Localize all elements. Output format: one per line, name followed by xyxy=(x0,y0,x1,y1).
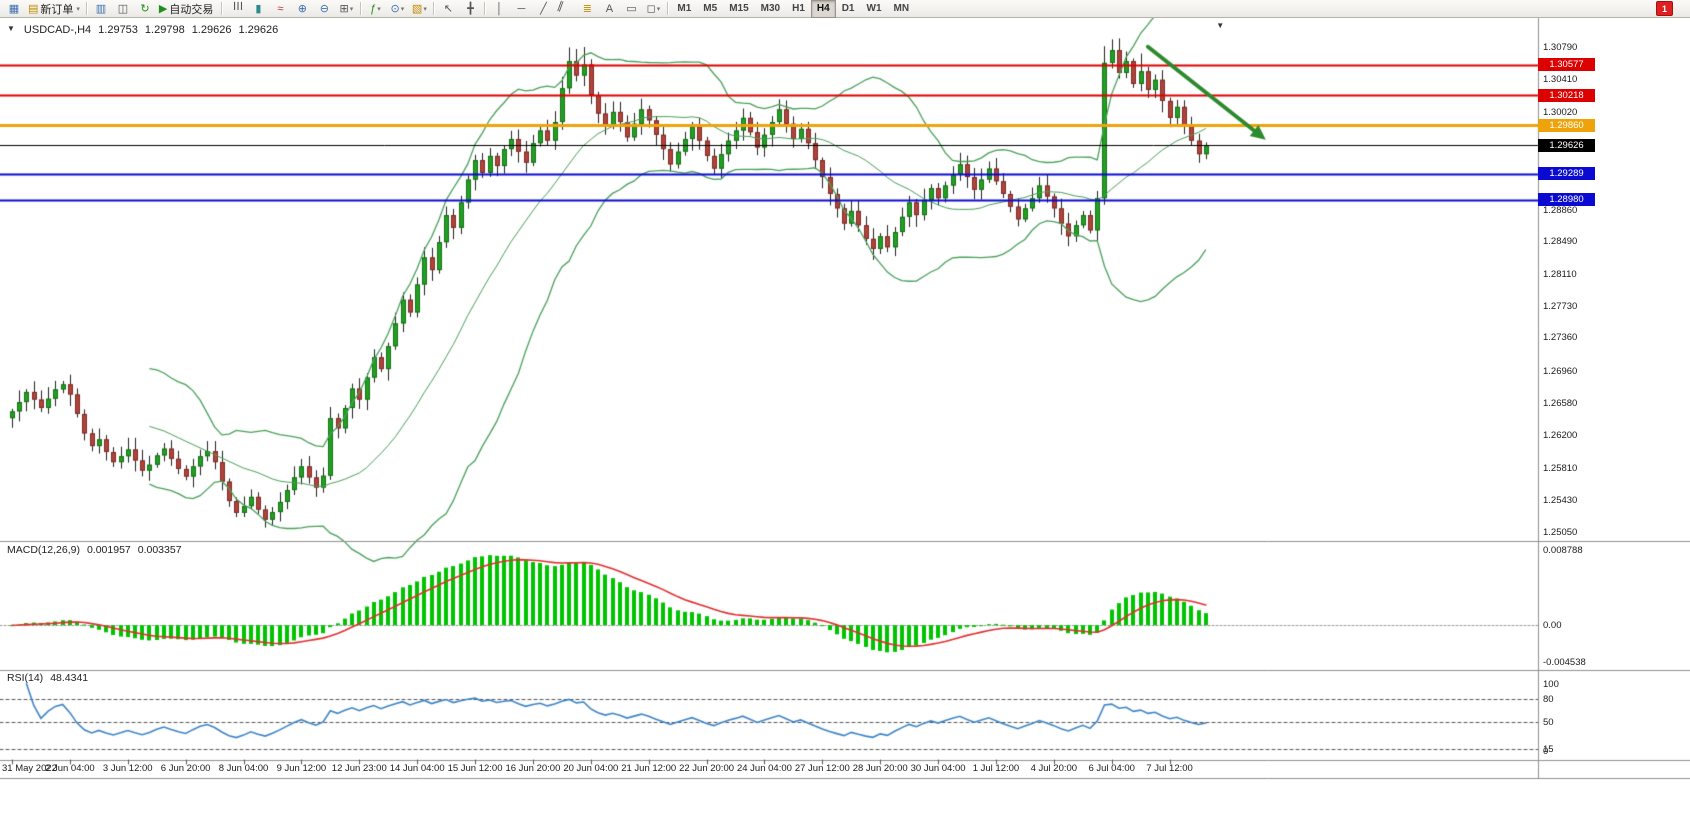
vertical-line-button[interactable]: │ xyxy=(495,2,503,15)
label-button[interactable]: ▭ xyxy=(626,3,637,15)
timeframe-button-d1[interactable]: D1 xyxy=(841,3,855,14)
shapes-button[interactable]: ◻ ▾ xyxy=(642,0,664,18)
tile-windows-button[interactable]: ⊞ ▾ xyxy=(335,0,357,18)
timeframe-toolbar: M1 M5 M15 M30 H1 H4 D1 W1 MN xyxy=(671,0,915,18)
timeframe-button-m5[interactable]: M5 xyxy=(703,3,718,14)
fibonacci-button[interactable]: ≣ xyxy=(582,3,592,15)
periods-button[interactable]: ⊙ ▾ xyxy=(386,0,408,18)
timeframe-button-h4[interactable]: H4 xyxy=(810,0,836,18)
timeframe-button-h1[interactable]: H1 xyxy=(792,3,805,14)
toolbar-separator xyxy=(221,2,223,15)
candlestick-chart-button[interactable]: ▮ xyxy=(255,3,262,15)
toolbar-separator xyxy=(360,2,362,15)
new-order-icon: ▤ xyxy=(28,3,39,15)
line-chart-button[interactable]: ≈ xyxy=(277,2,284,15)
timeframe-button-m15[interactable]: M15 xyxy=(729,3,749,14)
cursor-button[interactable]: ↖ xyxy=(443,3,453,15)
autotrading-play-icon: ▶ xyxy=(158,3,168,15)
text-button[interactable]: A xyxy=(605,2,614,15)
refresh-button[interactable]: ↻ xyxy=(140,3,150,15)
timeframe-button-m30[interactable]: M30 xyxy=(760,3,781,14)
toolbar-separator xyxy=(667,2,669,15)
chevron-down-icon: ▾ xyxy=(349,5,354,13)
profiles-button[interactable]: ◫ xyxy=(117,3,129,15)
chevron-down-icon: ▾ xyxy=(656,5,661,13)
toolbar-separator xyxy=(85,2,87,15)
market-watch-button[interactable]: ▥ xyxy=(95,3,107,15)
crosshair-button[interactable]: ╋ xyxy=(467,3,474,15)
timeframe-button-m1[interactable]: M1 xyxy=(677,3,692,14)
autotrading-label: 自动交易 xyxy=(169,3,214,16)
chevron-down-icon: ▾ xyxy=(76,5,80,13)
chevron-down-icon: ▾ xyxy=(377,5,381,13)
notifications-badge[interactable]: 1 xyxy=(1656,1,1673,16)
chevron-down-icon: ▾ xyxy=(423,5,427,13)
new-order-label: 新订单 xyxy=(40,3,74,16)
zoom-in-button[interactable]: ⊕ xyxy=(297,3,307,15)
indicators-button[interactable]: ƒ ▾ xyxy=(364,0,386,18)
tile-windows-icon: ⊞ xyxy=(339,3,349,15)
timeframe-button-mn[interactable]: MN xyxy=(893,3,910,14)
bar-chart-button[interactable]: ☰ xyxy=(231,0,244,11)
toolbar-separator xyxy=(484,2,486,15)
horizontal-line-button[interactable]: ─ xyxy=(517,2,526,15)
zoom-out-button[interactable]: ⊖ xyxy=(319,3,329,15)
templates-icon: ▧ xyxy=(411,3,423,15)
timeframe-button-w1[interactable]: W1 xyxy=(866,3,882,14)
templates-button[interactable]: ▧ ▾ xyxy=(408,0,430,18)
toolbar-separator xyxy=(433,2,435,15)
trendline-button[interactable]: ╱ xyxy=(540,3,547,15)
channel-button[interactable]: ∥ xyxy=(556,0,566,13)
indicators-icon: ƒ xyxy=(370,2,377,15)
new-order-button[interactable]: ▤ 新订单 ▾ xyxy=(25,0,83,18)
chart-window-icon: ▦ xyxy=(8,3,20,15)
clock-icon: ⊙ xyxy=(390,3,400,15)
chevron-down-icon: ▾ xyxy=(400,5,405,13)
autotrading-button[interactable]: ▶ 自动交易 xyxy=(156,0,218,18)
toolbar: ▦ ▤ 新订单 ▾ ▥ ◫ ↻ ▶ 自动交易 ☰ ▮ ≈ ⊕ ⊖ ⊞ ▾ ƒ ▾… xyxy=(0,0,1690,18)
shapes-icon: ◻ xyxy=(646,3,656,15)
